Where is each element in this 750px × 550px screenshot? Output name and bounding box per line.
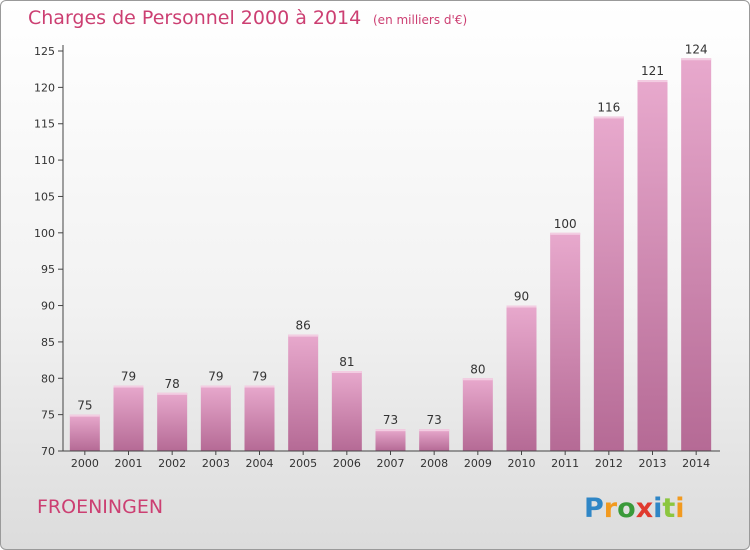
data-label: 100 bbox=[554, 217, 577, 231]
x-tick-label: 2011 bbox=[551, 457, 579, 470]
x-tick-label: 2005 bbox=[289, 457, 317, 470]
bar-top-2006 bbox=[331, 371, 362, 373]
bar-2010 bbox=[506, 305, 537, 451]
y-tick-label: 70 bbox=[41, 445, 55, 458]
bar-top-2003 bbox=[200, 385, 231, 388]
bar-top-2012 bbox=[593, 116, 624, 119]
bar-2014 bbox=[681, 58, 712, 451]
proxiti-logo: Proxiti bbox=[584, 493, 685, 524]
data-label: 81 bbox=[339, 355, 354, 369]
data-label: 116 bbox=[597, 100, 620, 114]
data-label: 73 bbox=[427, 413, 442, 427]
bar-top-2008 bbox=[419, 429, 450, 432]
svg-text:Proxiti: Proxiti bbox=[584, 493, 685, 524]
bar-top-2001 bbox=[113, 385, 144, 388]
y-tick-label: 100 bbox=[34, 227, 55, 240]
bar-top-2007 bbox=[375, 429, 406, 432]
bar-2007 bbox=[375, 429, 406, 451]
data-label: 75 bbox=[77, 399, 92, 413]
data-label: 90 bbox=[514, 290, 529, 304]
y-tick-label: 115 bbox=[34, 118, 55, 131]
bar-top-2004 bbox=[244, 385, 275, 388]
data-label: 79 bbox=[252, 370, 267, 384]
x-tick-label: 2000 bbox=[71, 457, 99, 470]
x-tick-label: 2002 bbox=[158, 457, 186, 470]
bar-2002 bbox=[157, 392, 188, 451]
bar-2004 bbox=[244, 385, 275, 451]
data-label: 73 bbox=[383, 413, 398, 427]
x-tick-label: 2014 bbox=[682, 457, 710, 470]
bar-2000 bbox=[69, 414, 100, 451]
data-label: 86 bbox=[296, 319, 311, 333]
y-tick-label: 105 bbox=[34, 190, 55, 203]
bar-top-2002 bbox=[157, 392, 188, 395]
x-tick-label: 2006 bbox=[333, 457, 361, 470]
x-tick-label: 2010 bbox=[508, 457, 536, 470]
x-tick-label: 2008 bbox=[420, 457, 448, 470]
data-label: 80 bbox=[470, 362, 485, 376]
chart-title: Charges de Personnel 2000 à 2014 bbox=[28, 7, 362, 29]
bar-2001 bbox=[113, 385, 144, 451]
y-tick-label: 120 bbox=[34, 81, 55, 94]
bar-2011 bbox=[550, 232, 581, 451]
chart-subtitle: (en milliers d'€) bbox=[373, 13, 468, 27]
data-label: 78 bbox=[165, 377, 180, 391]
x-tick-label: 2004 bbox=[246, 457, 274, 470]
y-tick-label: 75 bbox=[41, 409, 55, 422]
x-tick-label: 2003 bbox=[202, 457, 230, 470]
bar-top-2009 bbox=[462, 378, 493, 381]
bar-top-2011 bbox=[550, 232, 581, 235]
town-name: FROENINGEN bbox=[37, 496, 164, 518]
y-tick-label: 90 bbox=[41, 300, 55, 313]
bar-2005 bbox=[288, 334, 319, 451]
x-tick-label: 2009 bbox=[464, 457, 492, 470]
bar-2012 bbox=[593, 116, 624, 452]
bar-top-2000 bbox=[69, 414, 100, 417]
bar-2013 bbox=[637, 80, 668, 451]
y-tick-label: 110 bbox=[34, 154, 55, 167]
data-label: 79 bbox=[208, 370, 223, 384]
bar-top-2005 bbox=[288, 334, 319, 337]
bar-2006 bbox=[331, 371, 362, 451]
data-label: 121 bbox=[641, 64, 664, 78]
bar-2009 bbox=[462, 378, 493, 451]
y-tick-label: 80 bbox=[41, 372, 55, 385]
bar-2008 bbox=[419, 429, 450, 451]
x-tick-label: 2007 bbox=[377, 457, 405, 470]
bar-top-2014 bbox=[681, 58, 712, 61]
x-tick-label: 2012 bbox=[595, 457, 623, 470]
bar-top-2010 bbox=[506, 305, 537, 308]
x-tick-label: 2013 bbox=[639, 457, 667, 470]
data-label: 79 bbox=[121, 370, 136, 384]
data-label: 124 bbox=[685, 42, 708, 56]
x-tick-label: 2001 bbox=[115, 457, 143, 470]
y-tick-label: 125 bbox=[34, 45, 55, 58]
bar-2003 bbox=[200, 385, 231, 451]
bar-top-2013 bbox=[637, 80, 668, 83]
y-tick-label: 95 bbox=[41, 263, 55, 276]
y-tick-label: 85 bbox=[41, 336, 55, 349]
